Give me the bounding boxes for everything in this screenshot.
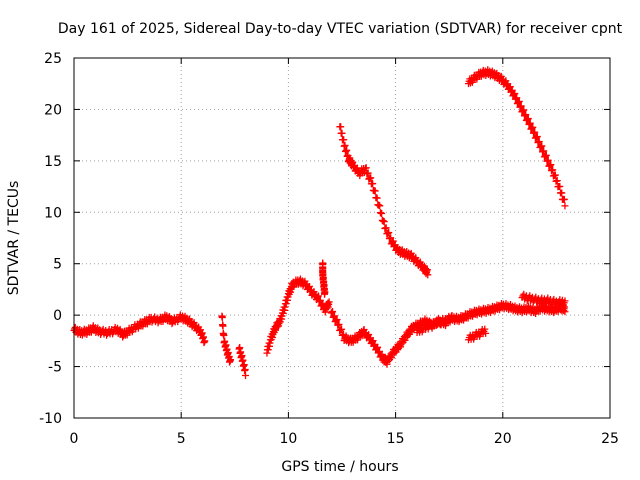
data-point <box>367 174 375 182</box>
y-tick-label: 25 <box>44 51 62 67</box>
data-point <box>241 366 249 374</box>
data-point <box>378 210 386 218</box>
data-point <box>547 161 555 169</box>
data-point <box>529 123 537 131</box>
data-point <box>338 325 346 333</box>
data-point <box>424 271 432 279</box>
data-point <box>371 187 379 195</box>
data-point <box>542 151 550 159</box>
data-point <box>560 195 568 203</box>
data-point <box>242 372 250 380</box>
data-point <box>340 136 348 144</box>
data-point <box>524 115 532 123</box>
series-track-g <box>413 312 455 337</box>
series-track-d <box>263 275 333 357</box>
data-point <box>556 182 564 190</box>
x-tick-labels: 0 5 10 15 20 25 <box>70 431 619 447</box>
data-point <box>220 332 228 340</box>
grid <box>74 58 610 418</box>
series-track-h <box>464 325 490 344</box>
data-point <box>362 164 370 172</box>
data-point <box>520 106 528 114</box>
data-point <box>369 180 377 188</box>
data-point <box>561 297 569 305</box>
data-point <box>517 102 525 110</box>
data-point <box>533 133 541 141</box>
data-point <box>338 129 346 137</box>
data-point <box>544 156 552 164</box>
data-point <box>531 128 539 136</box>
data-point <box>364 169 372 177</box>
series-track-k <box>464 66 569 210</box>
data-point <box>218 314 226 322</box>
series-track-a <box>70 311 209 347</box>
data-point <box>558 189 566 197</box>
y-tick-label: 10 <box>44 205 62 221</box>
y-tick-label: 15 <box>44 154 62 170</box>
y-tick-label: -5 <box>48 360 62 376</box>
data-point <box>526 119 534 127</box>
y-tick-label: 0 <box>53 308 62 324</box>
x-tick-label: 20 <box>494 431 512 447</box>
data-point <box>201 337 209 345</box>
data-point <box>522 111 530 119</box>
y-tick-labels: -10 -5 0 5 10 15 20 25 <box>39 51 62 427</box>
data-point <box>227 356 235 364</box>
data-point <box>535 138 543 146</box>
series-track-i <box>518 290 569 309</box>
data-point <box>447 312 455 320</box>
data-marks <box>70 66 569 380</box>
y-tick-label: -10 <box>39 411 62 427</box>
data-point <box>341 141 349 149</box>
data-point <box>337 123 345 131</box>
data-point <box>540 147 548 155</box>
series-track-j <box>336 123 432 279</box>
data-point <box>219 322 227 330</box>
data-point <box>335 320 343 328</box>
data-point <box>325 298 333 306</box>
data-point <box>385 229 393 237</box>
axis-ticks <box>73 57 611 419</box>
data-point <box>321 288 329 296</box>
data-point <box>376 202 384 210</box>
y-axis-label: SDTVAR / TECUs <box>6 181 22 296</box>
series-track-e <box>319 259 329 298</box>
data-point <box>373 194 381 202</box>
y-tick-label: 5 <box>53 257 62 273</box>
data-point <box>549 166 557 174</box>
x-tick-label: 15 <box>387 431 405 447</box>
data-point <box>561 202 569 210</box>
y-tick-label: 20 <box>44 102 62 118</box>
data-point <box>551 171 559 179</box>
chart-title: Day 161 of 2025, Sidereal Day-to-day VTE… <box>58 21 623 37</box>
data-point <box>482 329 490 337</box>
data-point <box>538 142 546 150</box>
data-point <box>561 308 569 316</box>
x-axis-label: GPS time / hours <box>281 459 398 475</box>
series-track-c <box>235 344 250 380</box>
plot-frame <box>73 57 611 419</box>
x-tick-label: 25 <box>601 431 619 447</box>
data-point <box>553 177 561 185</box>
data-point <box>481 325 489 333</box>
data-point <box>343 146 351 154</box>
series-track-b <box>218 312 235 366</box>
x-tick-label: 5 <box>177 431 186 447</box>
x-tick-label: 10 <box>279 431 297 447</box>
data-point <box>382 224 390 232</box>
data-point <box>380 218 388 226</box>
x-tick-label: 0 <box>70 431 79 447</box>
